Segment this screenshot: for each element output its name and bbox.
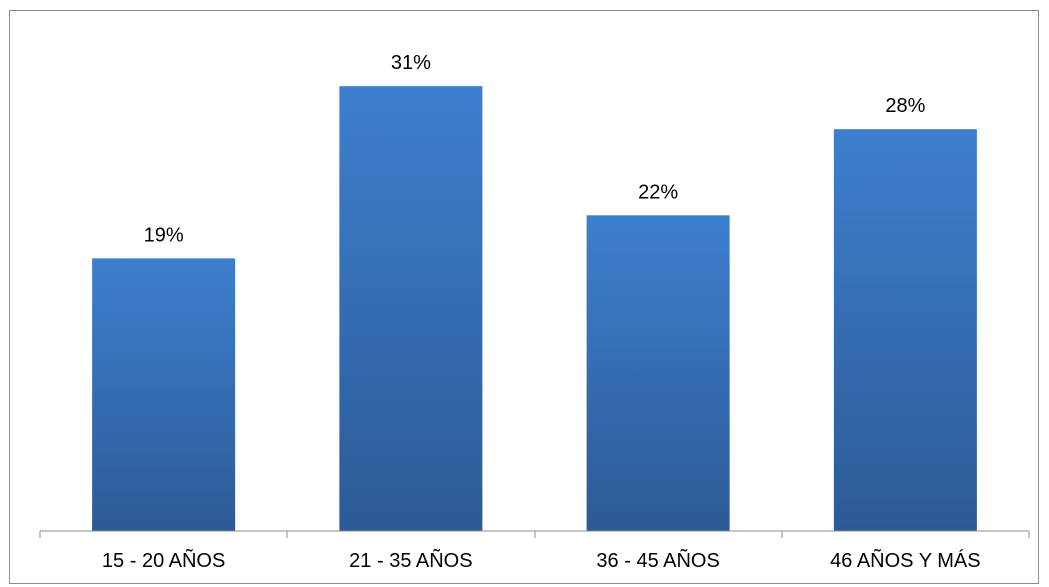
- data-label: 28%: [885, 95, 925, 117]
- x-tick-label: 21 - 35 AÑOS: [349, 548, 472, 572]
- bar: [339, 86, 483, 532]
- x-tick-label: 46 AÑOS Y MÁS: [830, 548, 980, 572]
- data-label: 31%: [391, 52, 431, 74]
- value-labels-layer: 19% 31% 22% 28%: [144, 52, 926, 246]
- x-tick-label: 36 - 45 AÑOS: [596, 548, 719, 572]
- data-label: 19%: [144, 224, 184, 246]
- x-axis: [39, 530, 1030, 538]
- data-label: 22%: [638, 181, 678, 203]
- bar: [586, 215, 730, 532]
- bar: [92, 258, 236, 531]
- bar: [833, 129, 977, 531]
- bars-layer: [92, 86, 977, 532]
- x-tick-labels: 15 - 20 AÑOS 21 - 35 AÑOS 36 - 45 AÑOS 46 A…: [102, 548, 981, 572]
- x-tick-label: 15 - 20 AÑOS: [102, 548, 225, 572]
